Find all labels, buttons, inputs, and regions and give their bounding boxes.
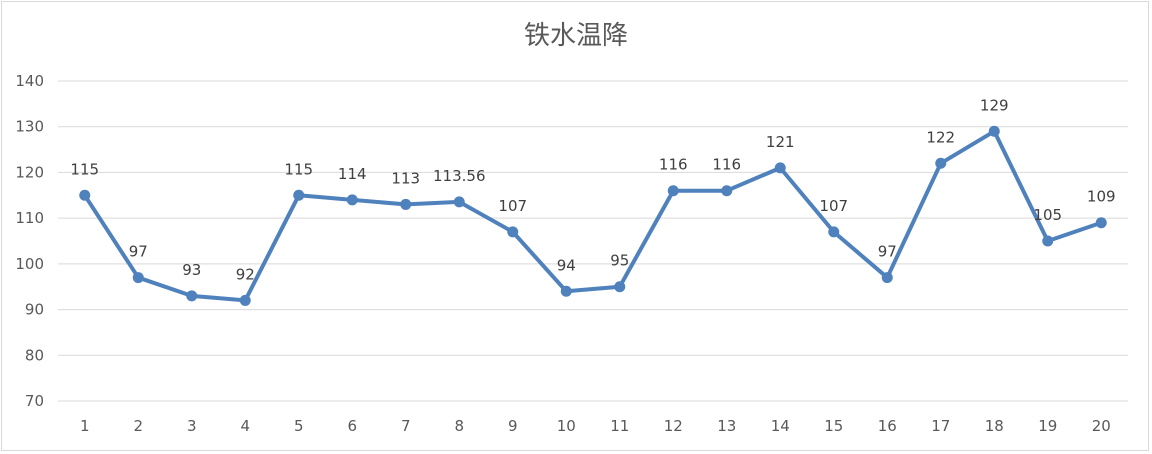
- x-tick-label: 19: [1038, 417, 1057, 435]
- x-tick-label: 17: [931, 417, 950, 435]
- data-point: [988, 125, 1000, 137]
- data-point: [935, 157, 947, 169]
- data-labels: 115 97 93 92 115 114 113 113.56 107 94 95 116 116 121…: [70, 96, 1115, 283]
- data-label: 129: [980, 96, 1009, 114]
- x-tick-label: 7: [401, 417, 411, 435]
- data-point: [1095, 217, 1107, 229]
- x-axis-ticks: 1 2 3 4 5 6 7 8 9 10 11 12 13 14 15 16 17 18 19 20: [80, 417, 1111, 435]
- data-point: [453, 196, 465, 208]
- data-label: 115: [284, 160, 313, 178]
- y-tick-label: 80: [25, 346, 44, 364]
- data-point: [239, 294, 251, 306]
- gridlines: [58, 80, 1128, 402]
- data-label: 113.56: [433, 167, 486, 185]
- data-label: 107: [498, 197, 527, 215]
- x-tick-label: 16: [878, 417, 897, 435]
- data-label: 94: [557, 256, 576, 274]
- y-tick-label: 100: [15, 255, 44, 273]
- data-point: [293, 189, 305, 201]
- x-tick-label: 6: [347, 417, 357, 435]
- data-point: [400, 198, 412, 210]
- data-label: 113: [391, 169, 420, 187]
- x-tick-label: 1: [80, 417, 90, 435]
- series-line: [82, 129, 1104, 303]
- data-label: 114: [338, 165, 367, 183]
- data-point: [881, 272, 893, 284]
- series-group: [82, 129, 1104, 303]
- data-point: [774, 162, 786, 174]
- data-label: 93: [182, 261, 201, 279]
- data-point: [186, 290, 198, 302]
- data-point: [346, 194, 358, 206]
- data-label: 109: [1087, 188, 1116, 206]
- x-tick-label: 20: [1092, 417, 1111, 435]
- data-point: [507, 226, 519, 238]
- data-label: 107: [819, 197, 848, 215]
- chart-title: 铁水温降: [524, 21, 628, 51]
- data-point: [721, 185, 733, 197]
- data-point: [1042, 235, 1054, 247]
- data-point: [132, 272, 144, 284]
- data-label: 92: [236, 265, 255, 283]
- data-label: 97: [129, 243, 148, 261]
- y-tick-label: 110: [15, 209, 44, 227]
- data-label: 97: [878, 243, 897, 261]
- x-tick-label: 15: [824, 417, 843, 435]
- data-label: 116: [659, 156, 688, 174]
- x-tick-label: 5: [294, 417, 304, 435]
- data-point: [79, 189, 91, 201]
- data-points: [79, 125, 1107, 306]
- y-tick-label: 120: [15, 163, 44, 181]
- x-tick-label: 13: [717, 417, 736, 435]
- x-tick-label: 12: [664, 417, 683, 435]
- x-tick-label: 2: [133, 417, 143, 435]
- data-label: 116: [712, 156, 741, 174]
- x-tick-label: 18: [985, 417, 1004, 435]
- data-label: 105: [1033, 206, 1062, 224]
- y-axis-ticks: 70 80 90 100 110 120 130 140: [15, 72, 44, 410]
- data-label: 95: [610, 252, 629, 270]
- data-point: [614, 281, 626, 293]
- y-tick-label: 130: [15, 118, 44, 136]
- data-point: [667, 185, 679, 197]
- data-label: 115: [70, 160, 99, 178]
- x-tick-label: 11: [610, 417, 629, 435]
- x-tick-label: 9: [508, 417, 518, 435]
- y-tick-label: 140: [15, 72, 44, 90]
- data-point: [828, 226, 840, 238]
- data-point: [560, 285, 572, 297]
- y-tick-label: 70: [25, 392, 44, 410]
- data-label: 121: [766, 133, 795, 151]
- x-tick-label: 3: [187, 417, 197, 435]
- x-tick-label: 10: [557, 417, 576, 435]
- y-tick-label: 90: [25, 301, 44, 319]
- x-tick-label: 14: [771, 417, 790, 435]
- data-label: 122: [926, 128, 955, 146]
- x-tick-label: 4: [240, 417, 250, 435]
- x-tick-label: 8: [454, 417, 464, 435]
